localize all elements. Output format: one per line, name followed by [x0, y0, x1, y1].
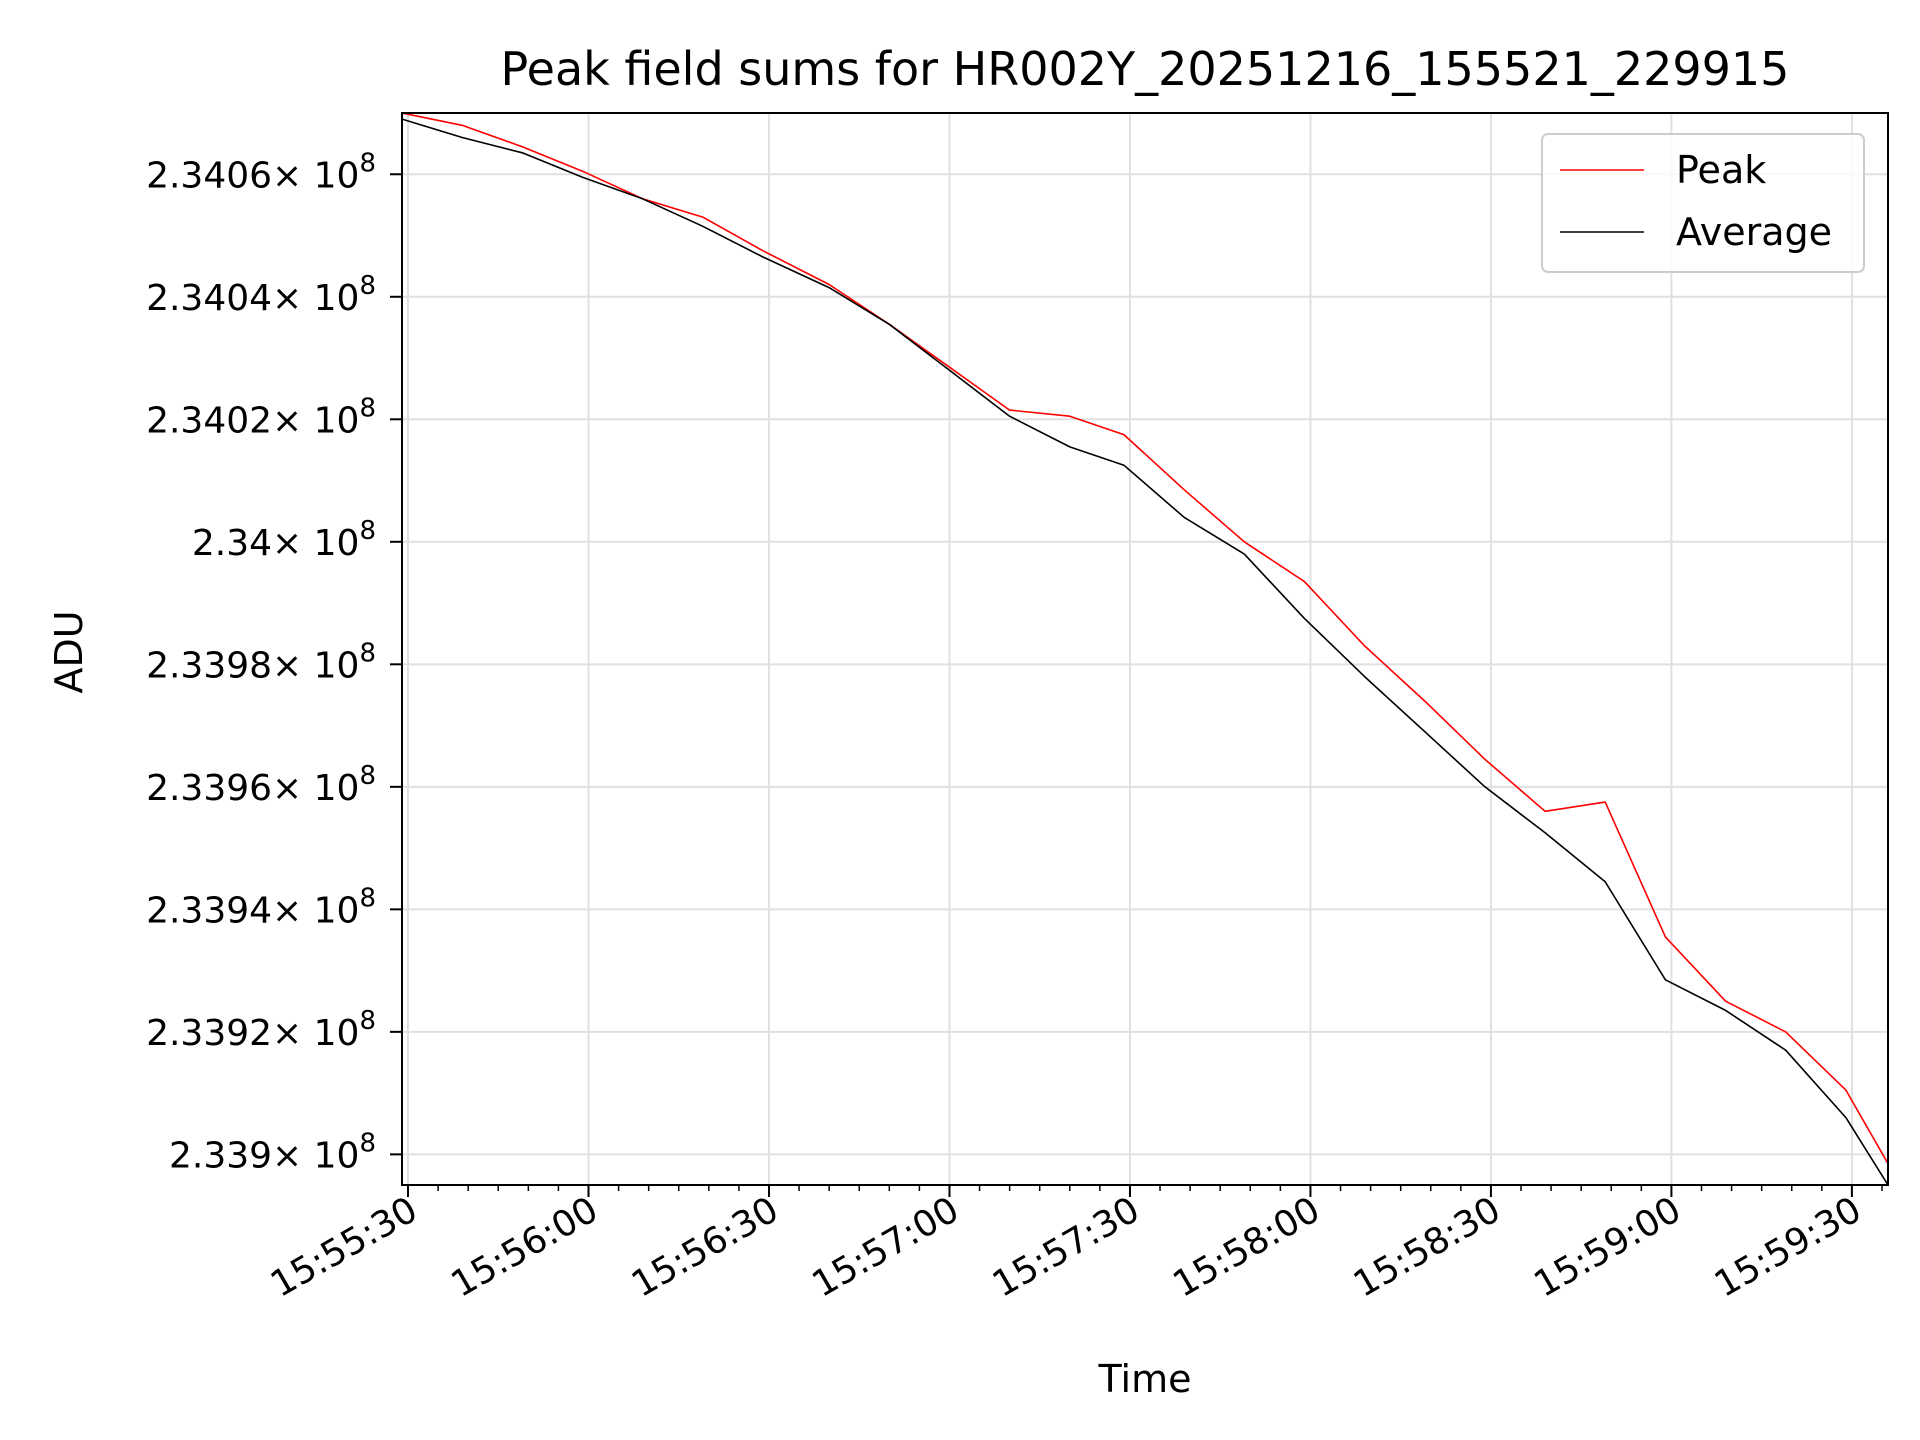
y-tick-multiplier: × 10 [272, 645, 359, 686]
y-tick-multiplier: × 10 [272, 278, 359, 319]
y-tick-mantissa: 2.3392 [146, 1013, 272, 1054]
y-tick-multiplier: × 10 [272, 768, 359, 809]
y-tick-mantissa: 2.339 [169, 1135, 272, 1176]
y-tick-multiplier: × 10 [272, 890, 359, 931]
y-tick-label: 2.3402× 108 [146, 393, 376, 441]
y-tick-multiplier: × 10 [272, 523, 359, 564]
y-tick-exponent: 8 [359, 761, 376, 791]
y-tick-label: 2.3392× 108 [146, 1006, 376, 1054]
series-lines [402, 113, 1888, 1185]
y-tick-exponent: 8 [359, 148, 376, 178]
series-line-peak [402, 113, 1888, 1164]
y-tick-label: 2.3404× 108 [146, 271, 376, 319]
y-tick-exponent: 8 [359, 271, 376, 301]
y-tick-exponent: 8 [359, 1128, 376, 1158]
y-tick-mantissa: 2.3406 [146, 155, 272, 196]
y-tick-exponent: 8 [359, 883, 376, 913]
y-tick-multiplier: × 10 [272, 155, 359, 196]
y-tick-label: 2.339× 108 [169, 1128, 376, 1176]
grid-lines [402, 113, 1888, 1185]
y-tick-mantissa: 2.3402 [146, 400, 272, 441]
series-line-average [402, 118, 1888, 1185]
y-tick-exponent: 8 [359, 516, 376, 546]
legend: Peak Average [1541, 133, 1865, 273]
y-tick-label: 2.34× 108 [192, 516, 376, 564]
y-tick-exponent: 8 [359, 1006, 376, 1036]
legend-label-average: Average [1676, 210, 1832, 254]
y-tick-mantissa: 2.3404 [146, 278, 272, 319]
y-tick-exponent: 8 [359, 638, 376, 668]
y-tick-mantissa: 2.34 [192, 523, 272, 564]
y-tick-label: 2.3398× 108 [146, 638, 376, 686]
y-tick-mantissa: 2.3396 [146, 768, 272, 809]
y-tick-exponent: 8 [359, 393, 376, 423]
chart-title: Peak field sums for HR002Y_20251216_1555… [501, 42, 1790, 96]
y-tick-label: 2.3394× 108 [146, 883, 376, 931]
y-tick-multiplier: × 10 [272, 400, 359, 441]
legend-box [1541, 133, 1865, 273]
y-tick-mantissa: 2.3394 [146, 890, 272, 931]
y-tick-label: 2.3396× 108 [146, 761, 376, 809]
y-axis-label: ADU [47, 610, 91, 693]
x-axis-label: Time [1098, 1357, 1192, 1401]
y-tick-label: 2.3406× 108 [146, 148, 376, 196]
y-tick-multiplier: × 10 [272, 1013, 359, 1054]
y-tick-multiplier: × 10 [272, 1135, 359, 1176]
y-tick-mantissa: 2.3398 [146, 645, 272, 686]
plot-frame [401, 112, 1889, 1186]
legend-label-peak: Peak [1676, 148, 1766, 192]
